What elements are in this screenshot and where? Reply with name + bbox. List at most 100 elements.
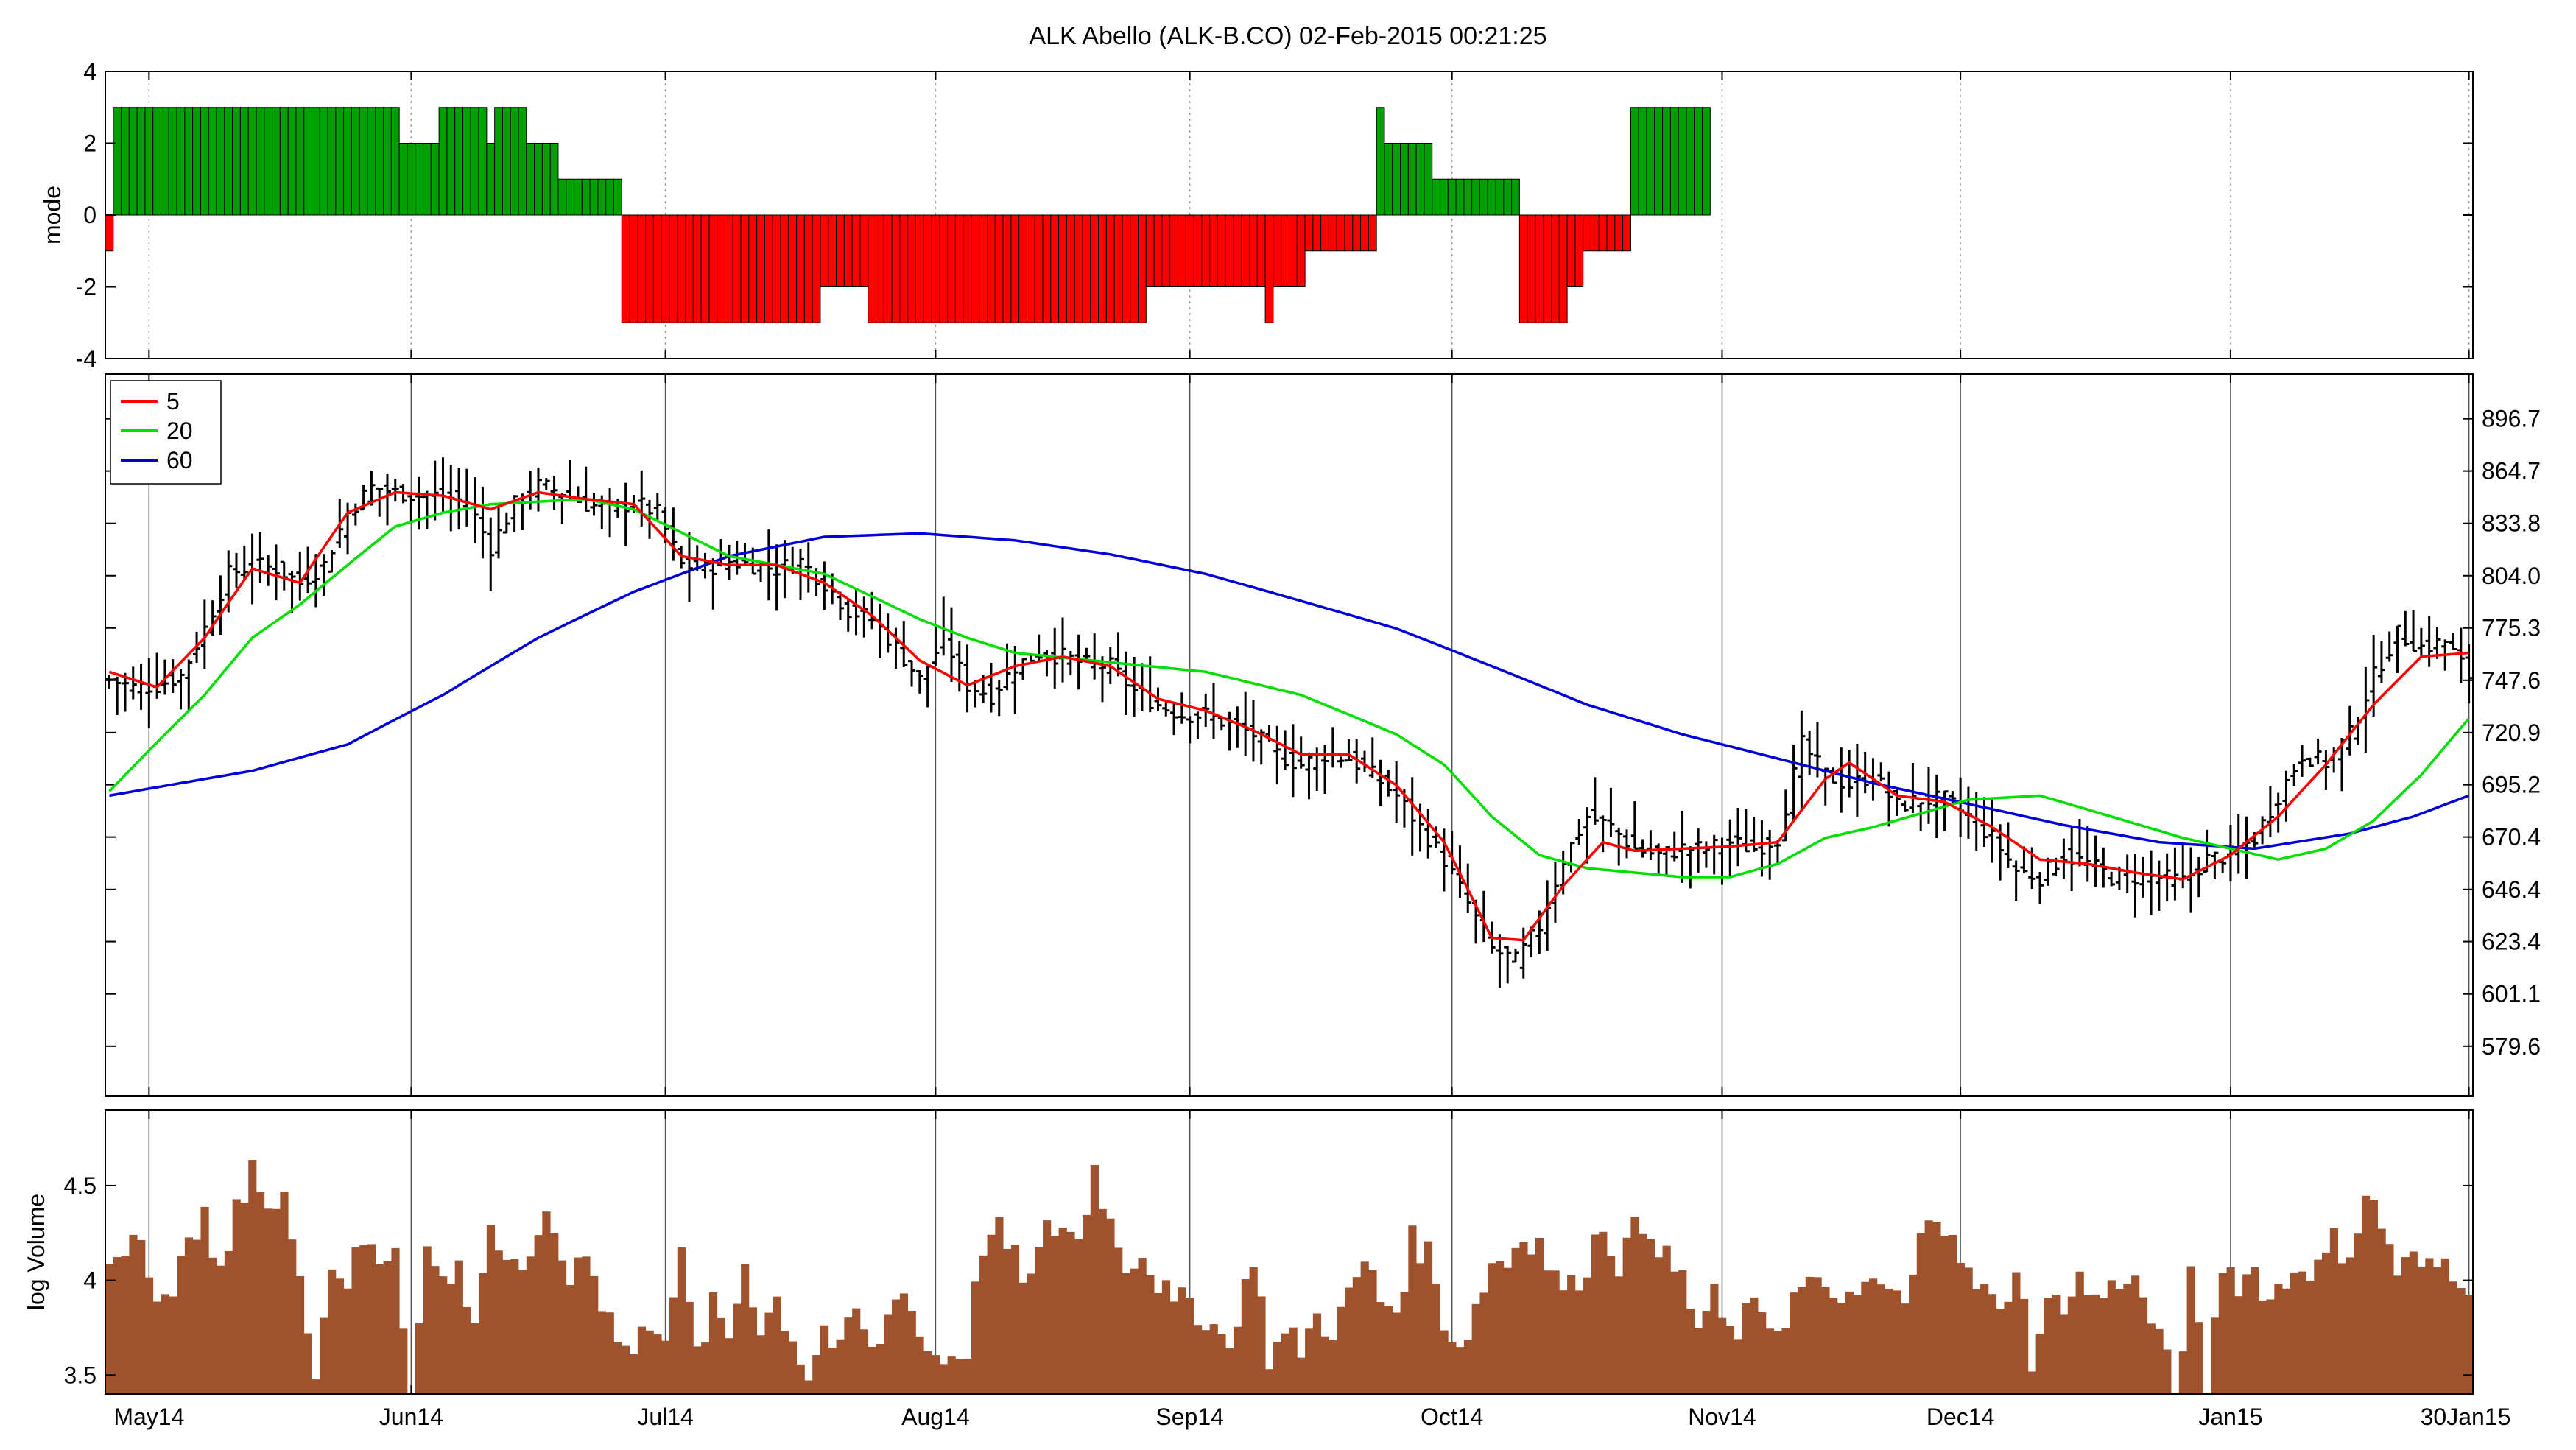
mode-bar [700, 214, 710, 323]
volume-bar [2282, 1288, 2291, 1394]
volume-bar [446, 1284, 456, 1394]
mode-bar [581, 178, 591, 216]
mode-bar [1646, 107, 1655, 216]
price-ytick-label: 896.7 [2482, 406, 2541, 432]
volume-bar [748, 1307, 758, 1394]
mode-bar [1511, 178, 1520, 216]
volume-bar [773, 1296, 781, 1394]
volume-bar [486, 1225, 496, 1394]
mode-bar [1264, 214, 1274, 323]
volume-bar [2195, 1322, 2203, 1394]
volume-bar [1050, 1236, 1060, 1394]
mode-bar [732, 214, 742, 323]
mode-bar [868, 214, 876, 323]
volume-bar [1225, 1348, 1234, 1394]
volume-bar [1479, 1292, 1488, 1394]
mode-bar [1241, 214, 1250, 287]
volume-bar [1201, 1330, 1211, 1394]
mode-bar [295, 107, 305, 216]
mode-bar [1034, 214, 1044, 323]
volume-bar [2377, 1228, 2386, 1394]
mode-bar [923, 214, 932, 323]
mode-bar [113, 107, 122, 216]
volume-bar [1058, 1228, 1067, 1394]
mode-bar [987, 214, 996, 323]
mode-bar [1161, 214, 1171, 287]
volume-bar [1837, 1303, 1846, 1394]
volume-bar [2234, 1296, 2243, 1394]
mode-bar [1392, 143, 1401, 216]
volume-bar [971, 1281, 980, 1394]
x-tick-label: Jun14 [379, 1404, 443, 1430]
mode-bar [557, 178, 567, 216]
volume-bar [788, 1341, 798, 1394]
volume-bar [1289, 1327, 1298, 1394]
volume-bar [899, 1293, 909, 1394]
mode-bar [1177, 214, 1186, 287]
mode-bar [1360, 214, 1369, 252]
mode-bar [907, 214, 916, 323]
volume-bar [852, 1308, 861, 1394]
volume-bar [367, 1244, 376, 1394]
mode-bar [1138, 214, 1147, 323]
volume-bar [812, 1355, 821, 1394]
x-axis-labels: May14 Jun14 Jul14 Aug14 Sep14 Oct14 Nov14 Dec14… [113, 1404, 2510, 1430]
volume-bar [1178, 1287, 1186, 1394]
volume-bar [2052, 1294, 2061, 1394]
volume-bar [415, 1323, 423, 1394]
mode-bar [312, 107, 320, 216]
volume-bar [2242, 1274, 2251, 1394]
volume-bar [1003, 1248, 1012, 1394]
volume-bar [1614, 1276, 1624, 1394]
volume-bar [1320, 1336, 1329, 1394]
x-tick-label: Oct14 [1421, 1404, 1483, 1430]
mode-bar [176, 107, 186, 216]
volume-bar [1463, 1340, 1473, 1394]
mode-bar [566, 178, 575, 216]
volume-bar [1551, 1270, 1560, 1394]
volume-bar [1654, 1257, 1663, 1394]
mode-bar [1590, 214, 1600, 252]
legend-label: 5 [166, 388, 180, 415]
volume-bar [1194, 1325, 1203, 1394]
mode-bar [152, 107, 162, 216]
volume-bar [613, 1342, 622, 1394]
volume-bar [566, 1284, 574, 1394]
volume-bar [1725, 1326, 1735, 1394]
volume-bar [184, 1237, 194, 1394]
volume-bar [1217, 1334, 1226, 1394]
mode-bar [692, 214, 702, 323]
volume-bar [693, 1346, 702, 1394]
volume-bar [963, 1358, 972, 1394]
volume-bar [955, 1359, 964, 1394]
mode-bar [335, 107, 345, 216]
volume-bar [2059, 1314, 2069, 1394]
mode-ytick-label: -2 [76, 274, 96, 300]
volume-bar [1161, 1280, 1171, 1394]
volume-bar [2346, 1257, 2354, 1394]
mode-bar [971, 214, 980, 323]
mode-bar [1479, 178, 1488, 216]
volume-bar [248, 1160, 257, 1394]
volume-bar [1750, 1297, 1759, 1394]
volume-bar [796, 1364, 805, 1394]
volume-bar [1797, 1287, 1806, 1394]
volume-bar [669, 1297, 678, 1394]
volume-bar [1932, 1222, 1941, 1394]
volume-bar [701, 1342, 710, 1394]
volume-bar [2369, 1200, 2378, 1394]
volume-bar [987, 1234, 996, 1394]
volume-bar [312, 1379, 320, 1394]
volume-bar [1773, 1330, 1782, 1394]
volume-bar [351, 1247, 360, 1394]
volume-bar [804, 1380, 813, 1394]
volume-bar [1718, 1317, 1727, 1394]
mode-bar [232, 107, 241, 216]
ma20-line [108, 497, 2470, 879]
volume-bar [582, 1256, 591, 1394]
volume-bar [105, 1264, 114, 1394]
volume-bar [1988, 1294, 1997, 1394]
mode-bar [239, 107, 249, 216]
mode-bar [677, 214, 686, 323]
